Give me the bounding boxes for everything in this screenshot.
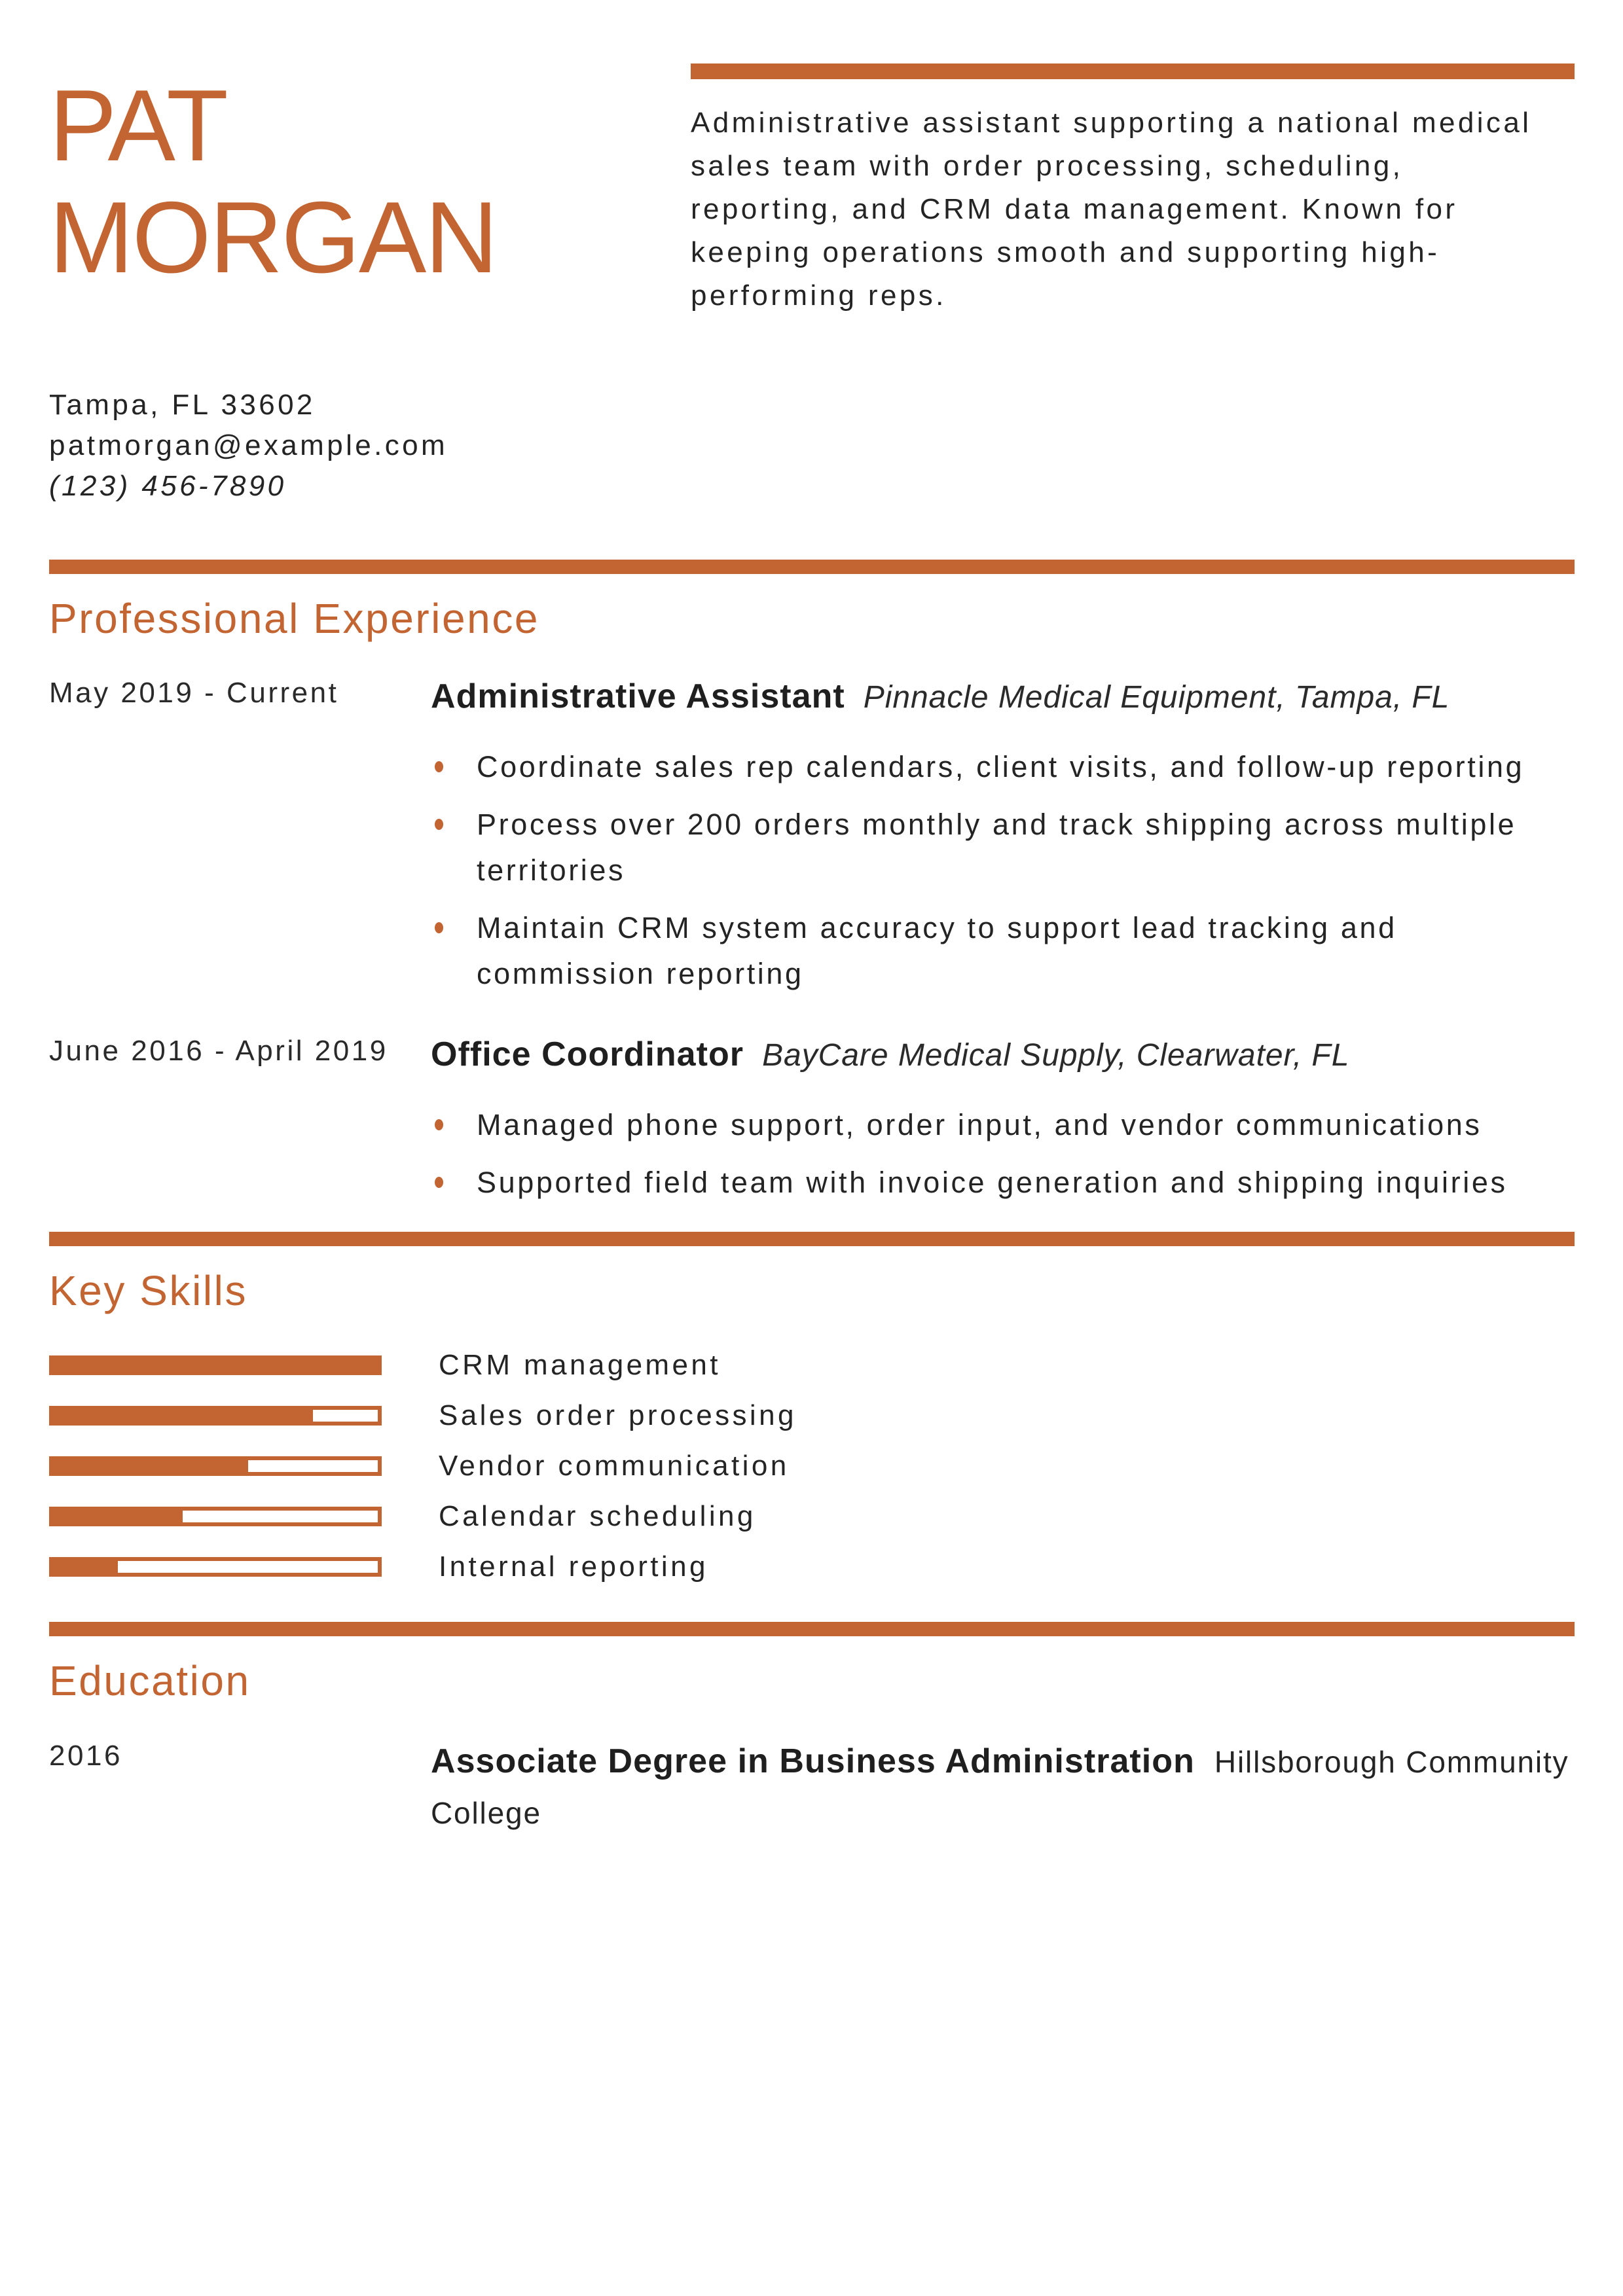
skills-section-rule: [49, 1232, 1575, 1246]
job-company: Pinnacle Medical Equipment, Tampa, FL: [863, 680, 1450, 715]
skill-bar: [49, 1355, 382, 1375]
bullet-dot-icon: [435, 819, 443, 830]
bullet-text: Process over 200 orders monthly and trac…: [477, 808, 1517, 887]
header: PAT MORGAN Administrative assistant supp…: [49, 0, 1575, 317]
bullet-dot-icon: [435, 922, 443, 933]
job-dates: May 2019 - Current: [49, 677, 339, 709]
education-main: Associate Degree in Business Administrat…: [431, 1736, 1575, 1839]
skill-bar-fill: [53, 1460, 248, 1472]
skill-label: Calendar scheduling: [439, 1500, 756, 1532]
job-title: Office Coordinator: [431, 1035, 744, 1073]
bullet-text: Maintain CRM system accuracy to support …: [477, 911, 1397, 990]
skill-bar: [49, 1507, 382, 1526]
job-title-line: Administrative Assistant Pinnacle Medical…: [431, 673, 1575, 728]
header-left-column: PAT MORGAN: [49, 0, 691, 293]
education-heading: Education: [49, 1657, 251, 1704]
skill-bar-fill: [53, 1410, 313, 1422]
skill-label: Vendor communication: [439, 1450, 790, 1482]
bullet-text: Supported field team with invoice genera…: [477, 1166, 1508, 1199]
education-section-rule: [49, 1622, 1575, 1636]
skill-row: Calendar scheduling: [49, 1502, 1575, 1531]
education-year: 2016: [49, 1740, 122, 1772]
job-entry: May 2019 - Current Administrative Assist…: [49, 673, 1575, 997]
job-bullets: Managed phone support, order input, and …: [431, 1102, 1575, 1206]
skill-label: CRM management: [439, 1349, 721, 1381]
job-main: Office Coordinator BayCare Medical Supply…: [431, 1031, 1575, 1206]
bullet-item: Supported field team with invoice genera…: [431, 1160, 1575, 1206]
person-name-line2: MORGAN: [49, 180, 498, 294]
skill-bar-fill: [53, 1511, 183, 1522]
job-title: Administrative Assistant: [431, 677, 845, 715]
skill-row: Internal reporting: [49, 1552, 1575, 1581]
contact-phone: (123) 456-7890: [49, 470, 287, 502]
experience-heading: Professional Experience: [49, 595, 540, 642]
bullet-dot-icon: [435, 761, 443, 772]
person-name-line1: PAT: [49, 69, 228, 182]
bullet-dot-icon: [435, 1119, 443, 1130]
summary-text: Administrative assistant supporting a na…: [691, 107, 1532, 312]
job-dates: June 2016 - April 2019: [49, 1035, 388, 1067]
job-title-line: Office Coordinator BayCare Medical Supply…: [431, 1031, 1575, 1086]
skill-label: Sales order processing: [439, 1399, 797, 1431]
skill-bar-fill: [53, 1561, 119, 1573]
skills-heading: Key Skills: [49, 1267, 248, 1314]
skill-row: CRM management: [49, 1351, 1575, 1380]
header-right-column: Administrative assistant supporting a na…: [691, 63, 1575, 317]
skill-label: Internal reporting: [439, 1551, 708, 1583]
bullet-text: Managed phone support, order input, and …: [477, 1108, 1482, 1141]
job-main: Administrative Assistant Pinnacle Medical…: [431, 673, 1575, 997]
skill-row: Vendor communication: [49, 1452, 1575, 1480]
summary-accent-bar: [691, 63, 1575, 79]
bullet-item: Managed phone support, order input, and …: [431, 1102, 1575, 1148]
skill-bar: [49, 1406, 382, 1426]
bullet-item: Process over 200 orders monthly and trac…: [431, 802, 1575, 893]
job-company: BayCare Medical Supply, Clearwater, FL: [762, 1038, 1350, 1073]
education-entry: 2016 Associate Degree in Business Admini…: [49, 1736, 1575, 1839]
bullet-text: Coordinate sales rep calendars, client v…: [477, 750, 1525, 783]
job-entry: June 2016 - April 2019 Office Coordinato…: [49, 1031, 1575, 1206]
skills-list: CRM management Sales order processing Ve…: [49, 1351, 1575, 1581]
contact-email: patmorgan@example.com: [49, 429, 448, 461]
education-school: Hillsborough Community College: [431, 1745, 1569, 1830]
contact-block: Tampa, FL 33602 patmorgan@example.com (1…: [49, 385, 1575, 507]
skill-row: Sales order processing: [49, 1401, 1575, 1430]
bullet-item: Maintain CRM system accuracy to support …: [431, 905, 1575, 997]
bullet-item: Coordinate sales rep calendars, client v…: [431, 744, 1575, 790]
contact-location: Tampa, FL 33602: [49, 389, 316, 421]
bullet-dot-icon: [435, 1177, 443, 1188]
experience-section-rule: [49, 560, 1575, 574]
job-bullets: Coordinate sales rep calendars, client v…: [431, 744, 1575, 997]
skill-bar-fill: [53, 1359, 378, 1371]
education-degree: Associate Degree in Business Administrat…: [431, 1742, 1195, 1780]
person-name: PAT MORGAN: [49, 69, 691, 294]
skill-bar: [49, 1557, 382, 1577]
skill-bar: [49, 1456, 382, 1476]
